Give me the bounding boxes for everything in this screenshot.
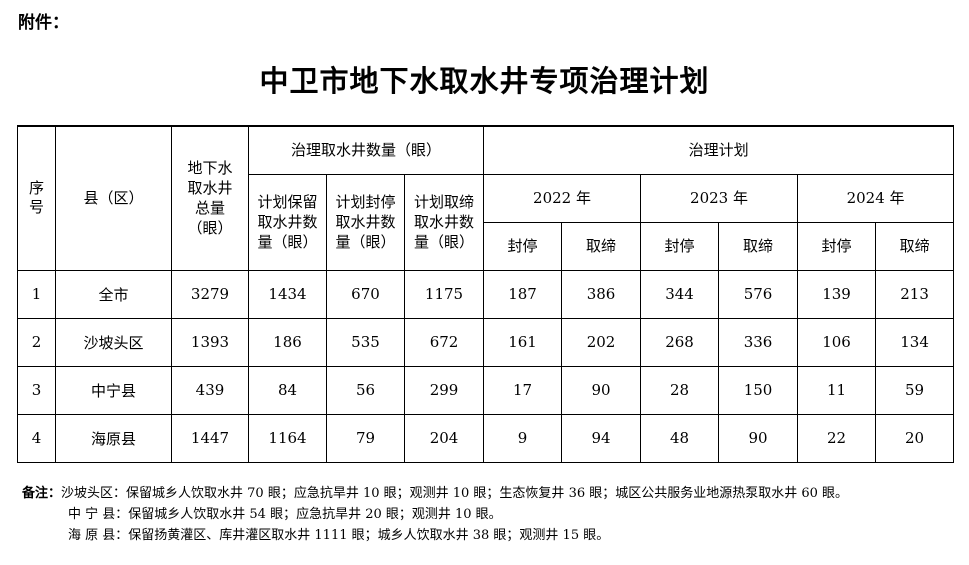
- header-2023-seal: 封停: [640, 221, 720, 271]
- cell-2024-seal: 11: [797, 365, 877, 415]
- attachment-label: 附件：: [18, 13, 69, 33]
- cell-total: 3279: [171, 269, 249, 319]
- page-title: 中卫市地下水取水井专项治理计划: [259, 64, 710, 98]
- header-total: 地下水取水井总量（眼）: [171, 125, 249, 271]
- header-year-2024: 2024 年: [797, 173, 955, 223]
- header-county: 县（区）: [55, 125, 172, 271]
- cell-2023-ban: 150: [718, 365, 799, 415]
- cell-2022-ban: 202: [561, 317, 642, 367]
- remark-line: 海 原 县：保留扬黄灌区、库井灌区取水井 1111 眼；城乡人饮取水井 38 眼…: [22, 525, 848, 546]
- table-row: 3 中宁县 439 84 56 299 17 90 28 150 11 59: [17, 365, 955, 415]
- cell-2022-seal: 17: [483, 365, 563, 415]
- table-row: 2 沙坡头区 1393 186 535 672 161 202 268 336 …: [17, 317, 955, 367]
- cell-county: 全市: [55, 269, 172, 319]
- header-year-2022: 2022 年: [483, 173, 642, 223]
- cell-county: 沙坡头区: [55, 317, 172, 367]
- governance-plan-table: 序号 县（区） 地下水取水井总量（眼） 治理取水井数量（眼） 治理计划 计划保留…: [17, 125, 955, 463]
- table-row: 1 全市 3279 1434 670 1175 187 386 344 576 …: [17, 269, 955, 319]
- cell-2022-seal: 9: [483, 413, 563, 463]
- cell-seal: 56: [326, 365, 405, 415]
- cell-retain: 1164: [248, 413, 327, 463]
- cell-2023-seal: 48: [640, 413, 720, 463]
- cell-county: 海原县: [55, 413, 172, 463]
- remark-text: 沙坡头区：保留城乡人饮取水井 70 眼；应急抗旱井 10 眼；观测井 10 眼；…: [61, 486, 849, 501]
- remarks-label: 备注：: [22, 486, 62, 501]
- header-2022-ban: 取缔: [561, 221, 642, 271]
- cell-ban: 299: [403, 365, 485, 415]
- cell-2024-ban: 59: [875, 365, 955, 415]
- table-row: 4 海原县 1447 1164 79 204 9 94 48 90 22 20: [17, 413, 955, 463]
- remark-line: 中 宁 县：保留城乡人饮取水井 54 眼；应急抗旱井 20 眼；观测井 10 眼…: [22, 504, 848, 525]
- remark-line: 备注：沙坡头区：保留城乡人饮取水井 70 眼；应急抗旱井 10 眼；观测井 10…: [22, 483, 848, 504]
- remark-text: 海 原 县：保留扬黄灌区、库井灌区取水井 1111 眼；城乡人饮取水井 38 眼…: [68, 528, 610, 543]
- cell-seq: 2: [17, 317, 56, 367]
- cell-2023-seal: 28: [640, 365, 720, 415]
- header-2024-ban: 取缔: [875, 221, 955, 271]
- cell-2024-seal: 22: [797, 413, 877, 463]
- header-plan-group: 治理计划: [483, 125, 955, 175]
- cell-seal: 79: [326, 413, 405, 463]
- header-2022-seal: 封停: [483, 221, 563, 271]
- cell-retain: 186: [248, 317, 327, 367]
- cell-retain: 1434: [248, 269, 327, 319]
- header-retain: 计划保留取水井数量（眼）: [248, 173, 327, 271]
- cell-2022-seal: 161: [483, 317, 563, 367]
- remarks: 备注：沙坡头区：保留城乡人饮取水井 70 眼；应急抗旱井 10 眼；观测井 10…: [22, 483, 848, 546]
- cell-seal: 535: [326, 317, 405, 367]
- header-2023-ban: 取缔: [718, 221, 799, 271]
- cell-retain: 84: [248, 365, 327, 415]
- cell-2024-ban: 134: [875, 317, 955, 367]
- cell-2023-ban: 336: [718, 317, 799, 367]
- cell-seal: 670: [326, 269, 405, 319]
- cell-seq: 4: [17, 413, 56, 463]
- header-2024-seal: 封停: [797, 221, 877, 271]
- header-seal: 计划封停取水井数量（眼）: [326, 173, 405, 271]
- cell-ban: 1175: [403, 269, 485, 319]
- cell-total: 439: [171, 365, 249, 415]
- cell-2024-ban: 20: [875, 413, 955, 463]
- cell-2022-ban: 90: [561, 365, 642, 415]
- cell-2024-ban: 213: [875, 269, 955, 319]
- cell-2022-ban: 94: [561, 413, 642, 463]
- cell-total: 1447: [171, 413, 249, 463]
- cell-ban: 204: [403, 413, 485, 463]
- header-ban: 计划取缔取水井数量（眼）: [403, 173, 485, 271]
- header-seq: 序号: [17, 125, 56, 271]
- cell-total: 1393: [171, 317, 249, 367]
- cell-2023-ban: 90: [718, 413, 799, 463]
- cell-2022-seal: 187: [483, 269, 563, 319]
- cell-county: 中宁县: [55, 365, 172, 415]
- cell-2024-seal: 106: [797, 317, 877, 367]
- cell-2023-seal: 268: [640, 317, 720, 367]
- cell-seq: 1: [17, 269, 56, 319]
- cell-2022-ban: 386: [561, 269, 642, 319]
- remark-text: 中 宁 县：保留城乡人饮取水井 54 眼；应急抗旱井 20 眼；观测井 10 眼…: [68, 507, 502, 522]
- cell-ban: 672: [403, 317, 485, 367]
- header-governance-group: 治理取水井数量（眼）: [247, 125, 485, 175]
- header-year-2023: 2023 年: [640, 173, 799, 223]
- cell-2024-seal: 139: [797, 269, 877, 319]
- cell-seq: 3: [17, 365, 56, 415]
- cell-2023-seal: 344: [640, 269, 720, 319]
- cell-2023-ban: 576: [718, 269, 799, 319]
